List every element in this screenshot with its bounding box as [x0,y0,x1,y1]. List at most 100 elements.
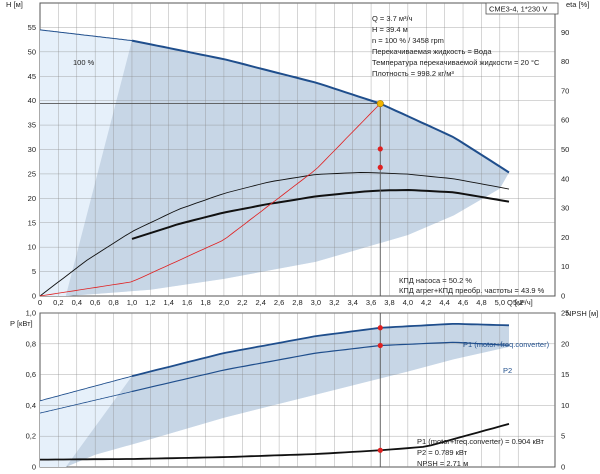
y2-tick-label: 70 [561,86,569,95]
power-curves [39,313,510,467]
npsh-tick-label: 15 [561,370,569,379]
power-grid [40,312,555,467]
p-tick-label: 0,8 [26,339,36,348]
y-tick-label: 50 [28,47,36,56]
duty-point [376,100,384,108]
head-curve [131,39,510,174]
x-tick-label: 1,6 [182,298,192,307]
model-label: CME3-4, 1*230 V [489,5,547,14]
p2-point [377,342,383,349]
x-tick-label: 0,2 [53,298,63,307]
head-operating-area [40,29,510,296]
x-tick-label: 4,8 [476,298,486,307]
x-tick-label: 3,0 [311,298,321,307]
x-tick-label: 5,0 [495,298,505,307]
head-efficiency-panel: 0 0,2 0,4 0,6 0,8 1,0 1,2 1,4 1,6 1,8 2,0 2,2 2,4 2,6… [6,0,589,307]
info-pump-efficiency: КПД насоса = 50.2 % [399,276,472,285]
y-tick-label: 10 [28,243,36,252]
info-total-efficiency: КПД агрег+КПД преобр. частоты = 43.9 % [399,286,545,295]
info-temperature: Температура перекачиваемой жидкости = 20… [372,58,540,67]
y-tick-label: 45 [28,72,36,81]
x-tick-label: 1,8 [200,298,210,307]
y-tick-label: 55 [28,23,36,32]
y-tick-label: 40 [28,96,36,105]
series-label-p1: P1 (motor+freq.converter) [463,340,550,349]
y2-tick-label: 0 [561,292,565,301]
y2-tick-label: 10 [561,262,569,271]
p-tick-label: 0,4 [26,401,36,410]
power-operating-area [40,323,510,467]
y2-tick-label: 80 [561,57,569,66]
power-duty-marks [377,325,383,453]
y2-tick-label: 40 [561,174,569,183]
x-tick-label: 3,8 [384,298,394,307]
x-tick-label: 2,4 [255,298,265,307]
p-tick-label: 0,6 [26,370,36,379]
x-axis-label-q: Q [м³/ч] [507,298,533,307]
y-tick-label: 25 [28,169,36,178]
efficiency-point [377,164,383,170]
head-area-dark [65,40,510,296]
info-head: H = 39.4 м [372,25,408,34]
x-tick-label: 3,6 [366,298,376,307]
info-liquid: Перекачиваемая жидкость = Вода [372,47,492,56]
p-tick-label: 0,2 [26,432,36,441]
x-tick-label: 0,6 [90,298,100,307]
x-tick-label: 1,0 [127,298,137,307]
y-axis-label-p: P [кВт] [10,319,33,328]
x-tick-label: 3,4 [347,298,357,307]
head-duty-marks [376,100,384,170]
info-flow: Q = 3.7 м³/ч [372,14,413,23]
npsh-tick-label: 20 [561,339,569,348]
y-tick-label: 15 [28,218,36,227]
info-speed: n = 100 % / 3458 rpm [372,36,444,45]
x-tick-label: 0,4 [72,298,82,307]
y2-tick-label: 90 [561,28,569,37]
y-tick-label: 20 [28,194,36,203]
head-tick-labels: 0 0,2 0,4 0,6 0,8 1,0 1,2 1,4 1,6 1,8 2,0 2,2 2,4 2,6… [28,23,570,307]
y-tick-label: 30 [28,145,36,154]
npsh-tick-label: 25 [561,309,569,318]
speed-label: 100 % [73,58,95,67]
x-tick-label: 1,4 [164,298,174,307]
info-density: Плотность = 998.2 кг/м³ [372,69,454,78]
y-tick-label: 5 [32,267,36,276]
x-tick-label: 4,6 [458,298,468,307]
x-tick-label: 2,2 [237,298,247,307]
npsh-tick-label: 10 [561,401,569,410]
p2-curve [131,341,510,393]
duty-info-block: Q = 3.7 м³/ч H = 39.4 м n = 100 % / 3458… [372,14,540,78]
model-box [485,2,559,15]
power-area-dark [65,323,510,467]
head-curves [39,29,510,297]
p1-curve-thin [39,375,133,402]
efficiency-point [377,146,383,152]
x-tick-label: 4,2 [421,298,431,307]
y-axis-label-h: H [м] [6,0,23,9]
info-p2: P2 = 0.789 кВт [417,448,468,457]
y2-axis-label-npsh: NPSH [м] [566,309,598,318]
p-tick-label: 0 [32,463,36,472]
x-tick-label: 0 [38,298,42,307]
x-tick-label: 4,0 [403,298,413,307]
x-tick-label: 2,6 [274,298,284,307]
npsh-tick-label: 5 [561,432,565,441]
series-label-p2: P2 [503,366,512,375]
y2-tick-label: 50 [561,145,569,154]
info-p1: P1 (motor+freq.converter) = 0.904 кВт [417,437,545,446]
system-curve [39,103,381,297]
pump-efficiency-curve [39,171,510,297]
x-tick-label: 0,8 [108,298,118,307]
x-tick-label: 4,4 [439,298,449,307]
x-tick-label: 1,2 [145,298,155,307]
npsh-point [377,447,383,453]
p1-curve [131,323,510,377]
total-efficiency-curve [131,188,510,240]
head-curve-thin [39,29,133,42]
power-tick-labels: 0 0,2 0,4 0,6 0,8 1,0 0 5 10 15 20 25 [26,309,570,472]
npsh-curve [40,423,510,461]
y2-tick-label: 20 [561,233,569,242]
x-tick-label: 2,0 [219,298,229,307]
y2-tick-label: 60 [561,116,569,125]
